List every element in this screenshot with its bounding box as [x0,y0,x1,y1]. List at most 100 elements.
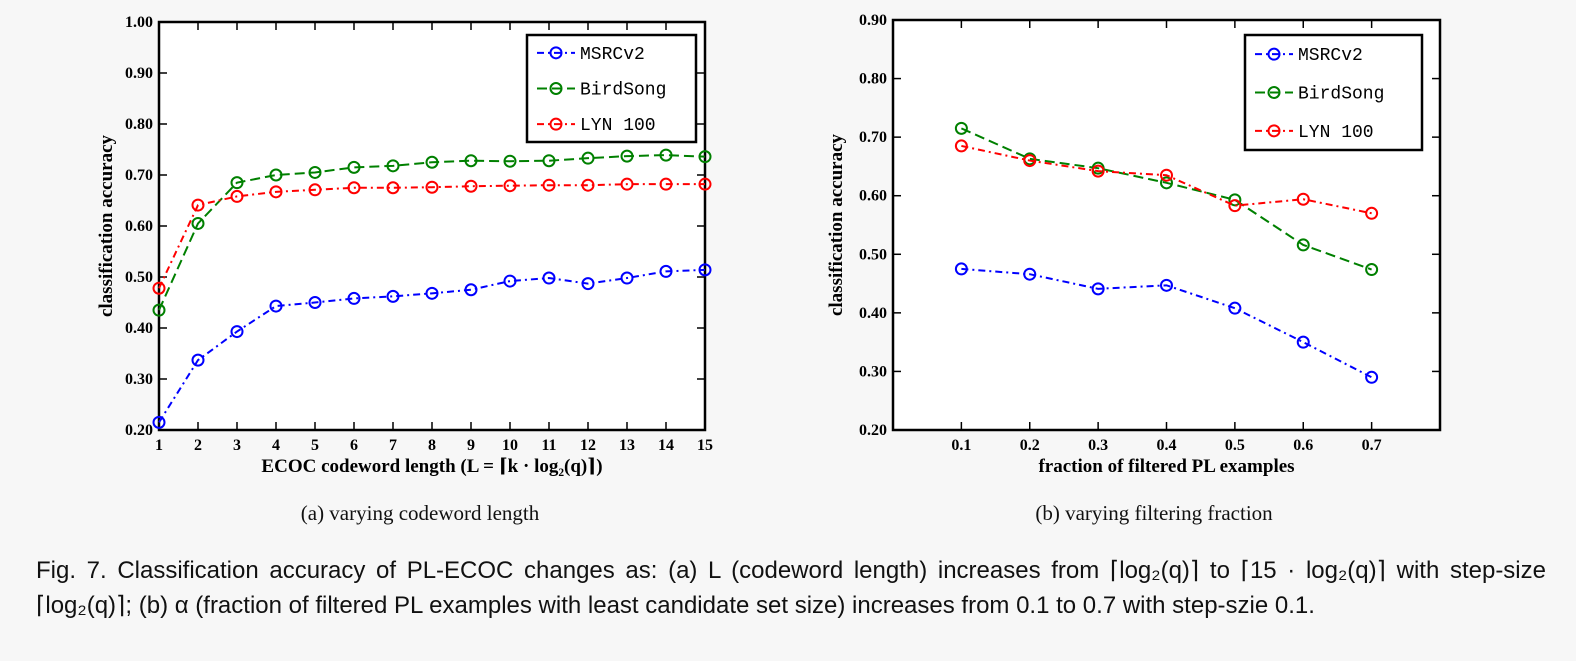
y-tick-label: 0.20 [125,422,153,439]
data-point [659,264,673,278]
y-tick-label: 1.00 [125,14,153,31]
subcaption: (b) varying filtering fraction [1035,501,1273,525]
x-tick-label: 7 [389,437,397,454]
data-point [308,296,322,309]
data-point [659,177,673,191]
y-tick-label: 0.30 [125,371,153,388]
data-point [308,165,322,179]
legend: MSRCv2 BirdSong LYN 100 [1243,33,1424,152]
data-point [230,325,244,339]
legend-label: BirdSong [580,81,666,101]
y-tick-label: 0.70 [125,167,153,184]
data-point [152,303,166,317]
data-point [425,155,439,169]
data-point [698,150,712,164]
y-tick-label: 0.60 [859,188,887,205]
data-point [1228,199,1242,213]
data-point [152,281,166,295]
x-tick-label: 0.5 [1225,437,1245,454]
y-tick-label: 0.50 [859,246,887,263]
data-point [152,415,166,429]
x-tick-label: 9 [467,437,475,454]
y-tick-label: 0.40 [859,305,887,322]
y-tick-label: 0.80 [859,71,887,88]
data-point [503,274,517,288]
series-msrcv2 [954,262,1379,384]
data-point [386,289,400,303]
y-axis-title: classification accuracy [96,134,117,317]
series-msrcv2 [152,263,712,429]
series-birdsong [152,148,712,317]
x-tick-label: 14 [658,437,674,454]
data-point [620,177,634,191]
legend-label: LYN 100 [580,116,656,136]
data-point [1228,193,1242,207]
data-point [620,149,634,163]
data-point [464,154,478,168]
data-point [1296,192,1310,206]
data-point [347,181,361,195]
x-tick-label: 0.2 [1020,437,1040,454]
data-point [954,139,968,153]
x-tick-label: 1 [155,437,163,454]
data-point [542,178,556,192]
legend: MSRCv2 BirdSong LYN 100 [525,33,698,144]
series-line [158,268,706,423]
data-point [659,148,673,162]
x-tick-label: 0.4 [1157,437,1177,454]
data-point [542,271,556,285]
y-tick-label: 0.90 [125,65,153,82]
data-point [347,291,361,305]
series-line [961,267,1373,379]
chart-b: 0.20 0.30 0.40 0.50 0.60 0.70 0.80 0.90 0.1 0.2 0.… [826,12,1442,525]
data-point [581,277,595,291]
x-tick-label: 6 [350,437,358,454]
x-tick-label: 12 [580,437,596,454]
subcaption: (a) varying codeword length [301,501,540,525]
x-tick-label: 8 [428,437,436,454]
data-point [698,177,712,191]
data-point [1365,370,1379,384]
x-tick-label: 0.6 [1293,437,1313,454]
y-tick-label: 0.90 [859,12,887,29]
x-tick-label: 11 [541,437,556,454]
data-point [581,151,595,165]
figure-caption: Fig. 7. Classification accuracy of PL-EC… [36,557,1546,619]
x-axis-title: fraction of filtered PL examples [1038,456,1294,477]
legend-label: LYN 100 [1298,123,1374,143]
data-point [1365,206,1379,220]
data-point [620,271,634,285]
data-point [191,216,205,230]
data-point [347,160,361,174]
chart-a: 0.200.300.400.500.600.700.800.901.001 2 3 4… [96,14,713,525]
x-tick-label: 2 [194,437,202,454]
x-tick-label: 0.1 [951,437,971,454]
data-point [954,121,968,135]
data-point [1228,301,1242,315]
figure-canvas: 0.200.300.400.500.600.700.800.901.001 2 3 4… [96,12,1442,525]
legend-marker [1267,124,1281,138]
legend-marker [549,117,563,131]
series-lyn-100 [152,177,712,295]
x-tick-label: 15 [697,437,713,454]
data-point [1296,238,1310,252]
data-point [308,183,322,197]
x-tick-label: 13 [619,437,635,454]
series-line [158,183,705,289]
series-line [961,144,1372,215]
y-tick-label: 0.20 [859,422,887,439]
data-point [581,178,595,192]
y-tick-label: 0.70 [859,129,887,146]
x-tick-label: 3 [233,437,241,454]
x-tick-label: 0.7 [1362,437,1382,454]
data-point [230,189,244,203]
legend-marker [549,82,563,95]
series-lyn-100 [954,139,1379,220]
data-point [386,181,400,195]
y-tick-label: 0.40 [125,320,153,337]
data-point [503,154,517,168]
x-tick-label: 5 [311,437,319,454]
data-point [230,176,244,190]
data-point [1160,176,1173,190]
data-point [954,262,968,276]
